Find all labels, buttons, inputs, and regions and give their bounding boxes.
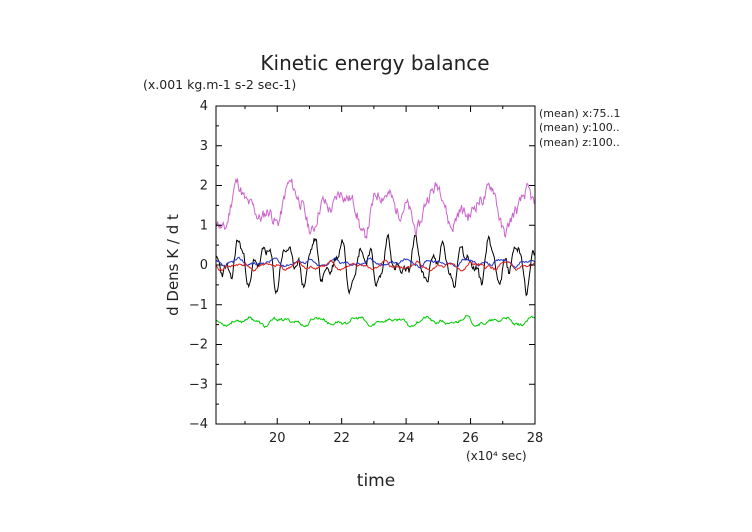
x-tick-label: 24 — [398, 431, 415, 446]
series-line — [215, 233, 536, 297]
x-tick-label: 20 — [269, 431, 286, 446]
series-line — [215, 315, 536, 329]
y-tick-label: 1 — [200, 218, 208, 233]
annotation-block: (mean) x:75..1 (mean) y:100.. (mean) z:1… — [539, 107, 620, 149]
chart-title: Kinetic energy balance — [260, 51, 489, 75]
y-tick-label: −3 — [189, 377, 208, 392]
y-tick-label: 2 — [200, 179, 208, 194]
series-line — [215, 256, 536, 269]
y-tick-label: −2 — [189, 338, 208, 353]
chart-subtitle: (x.001 kg.m-1 s-2 sec-1) — [143, 77, 296, 92]
x-unit-label: (x10⁴ sec) — [466, 449, 527, 463]
x-axis-label: time — [357, 471, 395, 491]
annotation-y-range: (mean) y:100.. — [539, 121, 620, 134]
y-tick-label: −4 — [189, 417, 208, 432]
x-tick-label: 28 — [527, 431, 544, 446]
series-line — [215, 259, 536, 272]
annotation-z-range: (mean) z:100.. — [539, 136, 620, 149]
y-tick-label: 0 — [200, 258, 208, 273]
y-axis-ticks: −4 −3 −2 −1 0 1 2 3 4 — [189, 99, 535, 432]
y-tick-label: 3 — [200, 139, 208, 154]
annotation-x-range: (mean) x:75..1 — [539, 107, 620, 120]
x-tick-label: 22 — [333, 431, 350, 446]
y-tick-label: 4 — [200, 99, 208, 114]
series-layer — [215, 177, 536, 329]
x-tick-label: 26 — [462, 431, 479, 446]
y-tick-label: −1 — [189, 298, 208, 313]
x-axis-ticks: 20 22 24 26 28 — [244, 106, 544, 446]
series-line — [215, 177, 536, 239]
plot-frame — [215, 105, 536, 425]
y-axis-label: d Dens K / d t — [164, 214, 182, 316]
